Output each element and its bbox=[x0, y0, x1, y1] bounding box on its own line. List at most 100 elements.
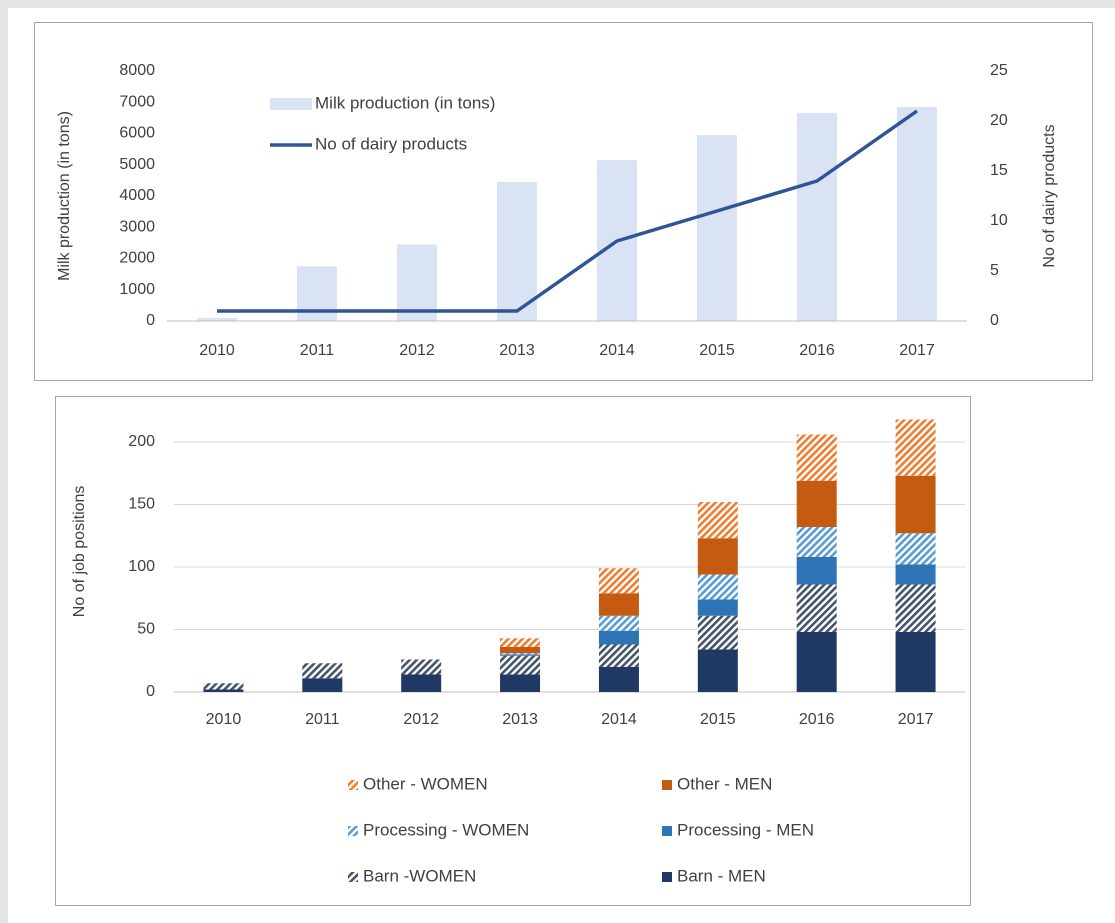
bar-segment bbox=[500, 638, 541, 647]
bar-segment bbox=[895, 632, 936, 692]
bar-segment bbox=[500, 655, 541, 675]
y-tick-label: 7000 bbox=[119, 93, 155, 110]
legend-swatch bbox=[270, 98, 312, 110]
bar-segment bbox=[598, 593, 639, 616]
left-strip bbox=[0, 0, 8, 923]
x-tick-label: 2016 bbox=[799, 342, 835, 359]
bar-segment bbox=[895, 419, 936, 476]
bar bbox=[797, 113, 837, 321]
y-tick-label: 50 bbox=[137, 621, 155, 638]
x-tick-label: 2015 bbox=[700, 711, 736, 728]
y-tick-label: 0 bbox=[146, 683, 155, 700]
legend-label: Barn - MEN bbox=[677, 866, 766, 885]
legend-label: Barn -WOMEN bbox=[363, 866, 476, 885]
legend-label: Processing - WOMEN bbox=[363, 820, 529, 839]
x-tick-label: 2011 bbox=[300, 342, 335, 359]
bar-segment bbox=[697, 599, 738, 616]
bar-segment bbox=[697, 649, 738, 692]
y-axis-title: No of job positions bbox=[71, 486, 88, 618]
bar-segment bbox=[500, 654, 541, 656]
bar-segment bbox=[302, 663, 343, 679]
bar-segment bbox=[796, 632, 837, 692]
bar-segment bbox=[895, 475, 936, 534]
y2-axis-title: No of dairy products bbox=[1041, 124, 1058, 267]
legend-swatch bbox=[348, 872, 358, 882]
bar bbox=[297, 266, 337, 321]
bar-segment bbox=[598, 568, 639, 594]
y-tick-label: 5000 bbox=[119, 156, 155, 173]
x-tick-label: 2011 bbox=[305, 711, 340, 728]
bar bbox=[697, 135, 737, 321]
bar-segment bbox=[203, 689, 244, 692]
x-tick-label: 2013 bbox=[499, 342, 535, 359]
x-tick-label: 2014 bbox=[599, 342, 635, 359]
legend-swatch bbox=[348, 780, 358, 790]
y-tick-label: 4000 bbox=[119, 187, 155, 204]
legend-label: No of dairy products bbox=[315, 134, 467, 153]
bar-segment bbox=[796, 434, 837, 481]
y-tick-label: 6000 bbox=[119, 125, 155, 142]
legend-label: Milk production (in tons) bbox=[315, 93, 495, 112]
legend-swatch bbox=[662, 780, 672, 790]
bar-segment bbox=[895, 533, 936, 565]
y2-tick-label: 0 bbox=[990, 312, 999, 329]
legend-swatch bbox=[662, 826, 672, 836]
line bbox=[217, 109, 919, 313]
y-tick-label: 2000 bbox=[119, 250, 155, 267]
y2-tick-label: 5 bbox=[990, 262, 999, 279]
bar-segment bbox=[598, 630, 639, 645]
bar-segment bbox=[697, 502, 738, 539]
y2-tick-label: 15 bbox=[990, 162, 1008, 179]
bar-segment bbox=[796, 527, 837, 557]
y-tick-label: 1000 bbox=[119, 281, 155, 298]
bar-segment bbox=[401, 674, 442, 692]
bar-segment bbox=[598, 667, 639, 692]
legend-swatch bbox=[662, 872, 672, 882]
bar-segment bbox=[401, 659, 442, 675]
bar-segment bbox=[697, 574, 738, 600]
bar-segment bbox=[697, 615, 738, 650]
bar-segment bbox=[796, 557, 837, 585]
bar bbox=[897, 106, 937, 321]
bar-segment bbox=[500, 653, 541, 655]
legend-label: Other - WOMEN bbox=[363, 774, 488, 793]
x-tick-label: 2017 bbox=[899, 342, 935, 359]
bar bbox=[397, 244, 437, 321]
x-tick-label: 2015 bbox=[699, 342, 735, 359]
bar-segment bbox=[895, 564, 936, 585]
y-axis-title: Milk production (in tons) bbox=[56, 111, 73, 281]
bar-segment bbox=[302, 678, 343, 692]
x-tick-label: 2010 bbox=[206, 711, 242, 728]
y-tick-label: 200 bbox=[128, 433, 155, 450]
bar-segment bbox=[500, 674, 541, 692]
x-tick-label: 2010 bbox=[199, 342, 235, 359]
x-tick-label: 2012 bbox=[403, 711, 439, 728]
bar-segment bbox=[500, 647, 541, 654]
y-tick-label: 150 bbox=[128, 496, 155, 513]
bar-segment bbox=[796, 584, 837, 632]
y-tick-label: 0 bbox=[146, 312, 155, 329]
x-tick-label: 2016 bbox=[799, 711, 835, 728]
bar-segment bbox=[598, 615, 639, 631]
x-tick-label: 2013 bbox=[502, 711, 538, 728]
y2-tick-label: 25 bbox=[990, 62, 1008, 79]
y-tick-label: 8000 bbox=[119, 62, 155, 79]
y2-tick-label: 10 bbox=[990, 212, 1008, 229]
legend-label: Processing - MEN bbox=[677, 820, 814, 839]
y-tick-label: 3000 bbox=[119, 218, 155, 235]
bar-segment bbox=[895, 584, 936, 632]
bar-segment bbox=[796, 480, 837, 527]
legend-swatch bbox=[348, 826, 358, 836]
x-tick-label: 2012 bbox=[399, 342, 435, 359]
bar-segment bbox=[598, 644, 639, 667]
bar-segment bbox=[697, 538, 738, 575]
top-strip bbox=[0, 0, 1115, 8]
y2-tick-label: 20 bbox=[990, 112, 1008, 129]
bar-segment bbox=[203, 683, 244, 690]
x-tick-label: 2014 bbox=[601, 711, 637, 728]
y-tick-label: 100 bbox=[128, 558, 155, 575]
bar bbox=[197, 317, 237, 321]
bar bbox=[497, 181, 537, 321]
x-tick-label: 2017 bbox=[898, 711, 934, 728]
